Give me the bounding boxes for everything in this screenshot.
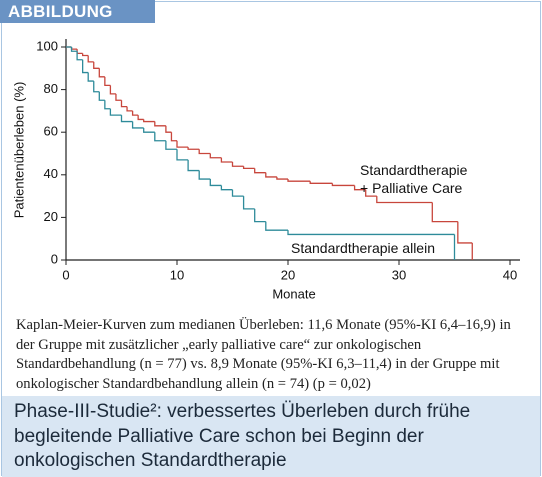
y-axis-label: Patientenüberleben (%): [11, 82, 26, 219]
survival-step: [287, 230, 455, 236]
survival-step: [309, 181, 333, 184]
x-tick-label: 10: [170, 267, 184, 282]
survival-step: [143, 127, 155, 133]
survival-step: [93, 81, 100, 93]
survival-step: [76, 51, 83, 61]
series-label: Standardtherapie allein: [288, 239, 438, 257]
survival-step: [231, 162, 244, 167]
survival-step: [120, 115, 133, 123]
survival-step: [70, 47, 78, 52]
survival-step: [254, 208, 266, 223]
survival-step: [82, 59, 89, 74]
survival-step: [76, 49, 83, 55]
y-tick-label: 0: [51, 251, 58, 266]
survival-step: [93, 61, 100, 69]
survival-step: [231, 189, 244, 197]
survival-step: [265, 172, 277, 178]
survival-step: [109, 85, 116, 95]
survival-step: [104, 76, 111, 86]
survival-step: [265, 221, 288, 231]
survival-step: [137, 115, 144, 121]
survival-step: [220, 157, 233, 163]
survival-step: [104, 100, 111, 110]
headline-box: [2, 396, 540, 477]
y-tick-label: 40: [44, 166, 58, 181]
survival-step: [276, 176, 288, 180]
survival-step: [126, 106, 133, 112]
y-tick-label: 80: [44, 81, 58, 96]
survival-step: [242, 166, 255, 170]
survival-step: [254, 168, 266, 174]
survival-step: [209, 179, 222, 187]
x-tick-label: 30: [392, 267, 406, 282]
survival-step: [431, 202, 458, 223]
survival-step: [353, 185, 366, 191]
survival-step: [143, 119, 155, 123]
headline: Phase-III-Studie²: verbessertes Überlebe…: [14, 401, 471, 471]
x-tick-label: 0: [62, 267, 69, 282]
survival-step: [165, 140, 177, 150]
series-label: Standardtherapie + Palliative Care: [360, 162, 468, 196]
x-axis-label: Monate: [272, 286, 315, 301]
survival-step: [176, 149, 189, 161]
survival-step: [131, 110, 139, 116]
survival-step: [87, 72, 94, 82]
survival-step: [98, 91, 105, 101]
survival-step: [220, 185, 233, 191]
y-tick-label: 20: [44, 209, 58, 224]
survival-step: [365, 189, 377, 197]
survival-step: [115, 93, 122, 101]
survival-step: [198, 170, 211, 180]
survival-step: [287, 179, 311, 182]
x-tick-label: 40: [503, 267, 517, 282]
survival-step: [120, 100, 128, 108]
survival-step: [198, 149, 211, 155]
survival-step: [457, 221, 473, 244]
y-tick-label: 60: [44, 124, 58, 139]
badge: ABBILDUNG: [0, 0, 155, 23]
survival-step: [131, 121, 144, 129]
survival-step: [109, 108, 122, 116]
survival-step: [87, 55, 94, 63]
y-tick-label: 100: [36, 38, 58, 53]
survival-step: [187, 147, 200, 150]
x-tick-label: 20: [281, 267, 295, 282]
survival-step: [242, 196, 255, 210]
survival-step: [376, 196, 433, 204]
survival-step: [154, 121, 166, 127]
survival-step: [176, 140, 189, 148]
survival-step: [165, 125, 172, 133]
survival-step: [82, 53, 89, 57]
survival-step: [98, 68, 105, 78]
survival-step: [331, 183, 355, 187]
caption: Kaplan-Meier-Kurven zum medianen Überleb…: [16, 317, 511, 392]
survival-step: [170, 132, 177, 142]
survival-step: [209, 153, 222, 159]
survival-step: [154, 132, 166, 142]
survival-step: [187, 159, 200, 172]
survival-step: [70, 47, 78, 50]
